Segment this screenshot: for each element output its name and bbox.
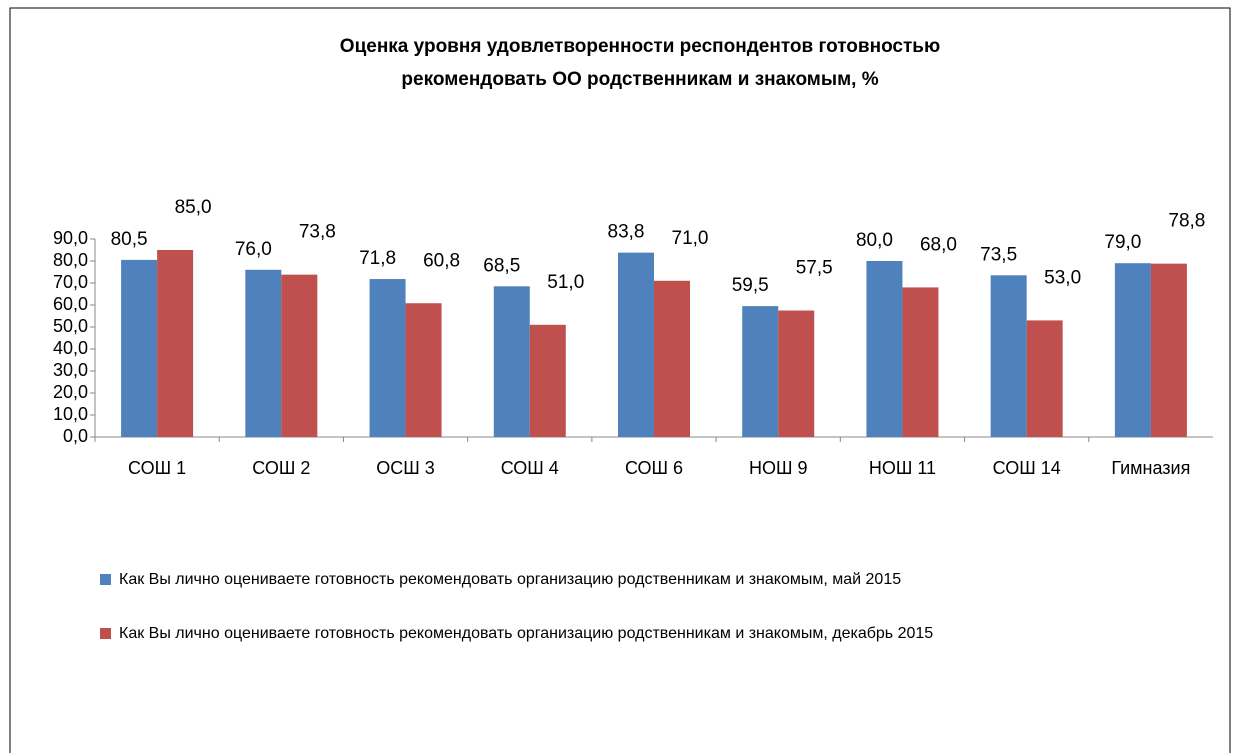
data-label: 73,5	[980, 244, 1017, 265]
bar	[742, 306, 779, 437]
bar	[529, 324, 566, 437]
bar	[618, 252, 654, 437]
x-tick-label: СОШ 2	[252, 458, 310, 478]
x-tick-label: СОШ 4	[501, 458, 559, 478]
data-label: 76,0	[235, 239, 272, 260]
data-label: 80,0	[856, 230, 893, 251]
x-tick-label: СОШ 6	[625, 458, 683, 478]
y-tick-label: 50,0	[53, 316, 88, 336]
data-label: 57,5	[796, 258, 833, 279]
data-label: 83,8	[608, 222, 645, 243]
legend-label: Как Вы лично оцениваете готовность реком…	[119, 571, 902, 588]
y-tick-label: 10,0	[53, 404, 88, 424]
y-tick-label: 30,0	[53, 360, 88, 380]
bar	[157, 250, 194, 437]
data-label: 80,5	[111, 229, 148, 250]
bar	[654, 280, 690, 437]
data-label: 60,8	[423, 250, 460, 271]
bar	[1026, 320, 1063, 437]
data-label: 68,0	[920, 234, 957, 255]
x-tick-label: СОШ 14	[993, 458, 1061, 478]
y-tick-label: 90,0	[53, 228, 88, 248]
legend-swatch	[100, 574, 111, 585]
chart-border	[9, 7, 1231, 753]
legend-item: Как Вы лично оцениваете готовность реком…	[100, 624, 1170, 644]
data-label: 59,5	[732, 275, 769, 296]
y-tick-label: 20,0	[53, 382, 88, 402]
data-label: 68,5	[483, 255, 520, 276]
legend-swatch	[100, 628, 111, 639]
bar	[405, 303, 442, 437]
y-tick-label: 0,0	[63, 426, 88, 446]
y-tick-label: 80,0	[53, 250, 88, 270]
data-label: 53,0	[1044, 267, 1081, 288]
y-tick-label: 70,0	[53, 272, 88, 292]
bar	[493, 286, 530, 437]
bar	[369, 279, 406, 437]
x-tick-label: НОШ 11	[869, 458, 936, 478]
bar	[1114, 263, 1151, 437]
x-tick-label: СОШ 1	[128, 458, 186, 478]
data-label: 71,0	[672, 228, 709, 249]
bar	[121, 259, 158, 437]
y-tick-label: 40,0	[53, 338, 88, 358]
bar	[866, 261, 903, 437]
chart-title: Оценка уровня удовлетворенности респонде…	[340, 36, 940, 57]
data-label: 71,8	[359, 248, 396, 269]
data-label: 85,0	[175, 197, 212, 218]
x-tick-label: ОСШ 3	[376, 458, 435, 478]
legend-item: Как Вы лично оцениваете готовность реком…	[100, 570, 1170, 590]
x-tick-label: НОШ 9	[749, 458, 808, 478]
bar	[245, 269, 282, 437]
data-label: 73,8	[299, 222, 336, 243]
chart-title: рекомендовать ОО родственникам и знакомы…	[401, 69, 878, 90]
x-tick-label: Гимназия	[1111, 458, 1190, 478]
bar	[281, 274, 318, 437]
y-tick-label: 60,0	[53, 294, 88, 314]
data-label: 51,0	[547, 272, 584, 293]
bar	[778, 310, 815, 437]
bar	[902, 287, 939, 437]
bar	[1150, 263, 1187, 437]
data-label: 79,0	[1104, 232, 1141, 253]
bar	[990, 275, 1027, 437]
legend-label: Как Вы лично оцениваете готовность реком…	[119, 625, 934, 642]
data-label: 78,8	[1168, 211, 1205, 232]
